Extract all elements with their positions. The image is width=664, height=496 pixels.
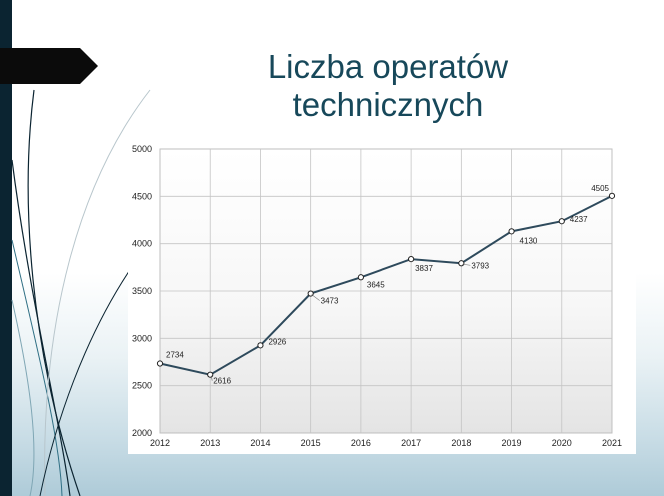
data-point	[357, 274, 364, 281]
decorative-curves	[11, 89, 161, 496]
data-point	[257, 342, 264, 349]
chart-area: 2000 2500 3000 3500 4000 4500 5000 2012 2013 2014…	[128, 140, 636, 454]
slide-title-line2: technicznych	[292, 86, 484, 123]
x-tick-label: 2020	[552, 438, 572, 448]
x-tick-label: 2019	[502, 438, 522, 448]
data-point	[608, 192, 616, 199]
x-tick-label: 2014	[250, 438, 270, 448]
x-tick-label: 2021	[602, 438, 622, 448]
data-point	[207, 371, 214, 378]
x-tick-label: 2018	[451, 438, 471, 448]
data-point	[458, 260, 465, 267]
y-tick-label: 3000	[132, 333, 152, 343]
data-label: 3473	[321, 297, 339, 306]
data-label: 2734	[166, 351, 184, 360]
data-label: 3837	[415, 264, 433, 273]
y-tick-label: 5000	[132, 144, 152, 154]
series-line	[159, 194, 613, 376]
label-leader	[210, 375, 213, 381]
y-tick-label: 3500	[132, 286, 152, 296]
y-tick-label: 2500	[132, 381, 152, 391]
data-point	[508, 228, 515, 235]
x-tick-label: 2016	[351, 438, 371, 448]
data-label: 2926	[268, 337, 286, 346]
data-point	[156, 360, 164, 367]
label-leader	[311, 294, 320, 301]
x-tick-label: 2013	[200, 438, 220, 448]
data-label: 4130	[520, 236, 538, 245]
x-tick-label: 2015	[301, 438, 321, 448]
data-label: 3793	[471, 261, 489, 270]
data-label: 2616	[213, 377, 231, 386]
data-label: 4505	[591, 184, 609, 193]
x-tick-label: 2012	[150, 438, 170, 448]
data-label: 3645	[367, 280, 385, 289]
title-arrow-shape	[0, 48, 98, 84]
left-accent-bar	[0, 0, 12, 496]
label-leader	[462, 263, 471, 266]
y-tick-label: 4000	[132, 239, 152, 249]
slide-title-line1: Liczba operatów	[267, 48, 509, 85]
y-tick-label: 2000	[132, 428, 152, 438]
y-tick-label: 4500	[132, 191, 152, 201]
data-point	[558, 218, 565, 225]
slide-title: Liczba operatów technicznych	[188, 48, 588, 124]
line-chart: 2000 2500 3000 3500 4000 4500 5000 2012 2013 2014…	[132, 144, 622, 448]
data-point	[408, 255, 415, 263]
data-label: 4237	[570, 215, 588, 224]
x-tick-label: 2017	[401, 438, 421, 448]
